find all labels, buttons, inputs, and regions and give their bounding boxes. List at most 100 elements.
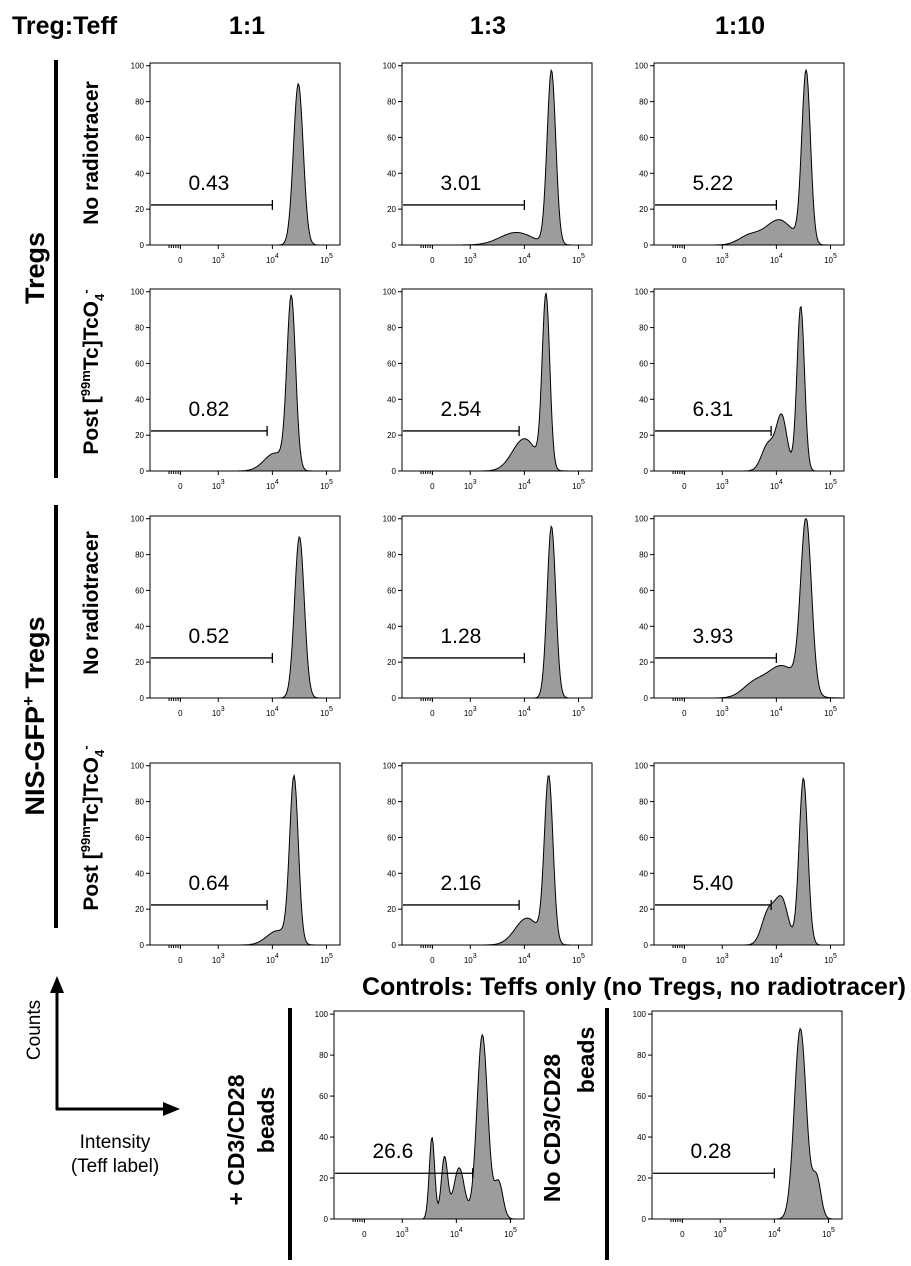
histogram-panel: 0 20 40 60 80 100 0 103 104 105 0.82 bbox=[131, 288, 341, 491]
y-tick-label: 60 bbox=[639, 133, 648, 142]
plot-frame bbox=[653, 762, 845, 946]
histogram-area bbox=[684, 517, 844, 699]
histogram-panel: 0 20 40 60 80 100 0 103 104 105 5.22 bbox=[635, 62, 845, 265]
x-tick-label: 103 bbox=[464, 953, 477, 965]
y-tick-label: 20 bbox=[639, 431, 648, 440]
post-prefix: Post [ bbox=[80, 396, 103, 454]
histogram-area bbox=[684, 69, 844, 246]
y-tick-label: 100 bbox=[635, 62, 649, 71]
y-tick-label: 60 bbox=[637, 1092, 646, 1101]
x-tick-label: 0 bbox=[178, 956, 183, 965]
x-tick-label: 104 bbox=[518, 253, 531, 265]
y-tick-label: 40 bbox=[387, 395, 396, 404]
y-tick-label: 0 bbox=[392, 694, 397, 703]
y-tick-label: 80 bbox=[637, 1051, 646, 1060]
y-tick-label: 40 bbox=[639, 622, 648, 631]
gate-value: 5.40 bbox=[692, 872, 733, 895]
y-tick-label: 40 bbox=[319, 1133, 328, 1142]
x-tick-label: 103 bbox=[464, 253, 477, 265]
y-tick-label: 20 bbox=[639, 658, 648, 667]
histogram-area bbox=[180, 82, 340, 246]
gate-value: 6.31 bbox=[692, 398, 733, 421]
gate-value: 0.82 bbox=[188, 398, 229, 421]
post-sup: 99m bbox=[78, 370, 93, 396]
controls-title: Controls: Teffs only (no Tregs, no radio… bbox=[362, 973, 906, 1001]
x-tick-label: 104 bbox=[266, 706, 279, 718]
histogram-area bbox=[432, 524, 592, 699]
histogram-area bbox=[180, 535, 340, 699]
x-tick-label: 0 bbox=[430, 956, 435, 965]
y-tick-label: 40 bbox=[639, 395, 648, 404]
x-tick-label: 103 bbox=[212, 706, 225, 718]
row-label-nis-no-radiotracer: No radiotracer bbox=[80, 531, 103, 675]
row-label-tregs-no-radiotracer: No radiotracer bbox=[80, 81, 103, 225]
y-tick-label: 20 bbox=[387, 905, 396, 914]
x-tick-label: 105 bbox=[824, 953, 837, 965]
histogram-panel: 0 20 40 60 80 100 0 103 104 105 3.01 bbox=[383, 62, 593, 265]
x-tick-label: 105 bbox=[824, 706, 837, 718]
y-tick-label: 20 bbox=[387, 205, 396, 214]
y-tick-label: 40 bbox=[387, 869, 396, 878]
column-header-1-3: 1:3 bbox=[470, 12, 506, 40]
y-tick-label: 100 bbox=[635, 288, 649, 297]
y-tick-label: 0 bbox=[140, 467, 145, 476]
y-tick-label: 60 bbox=[639, 586, 648, 595]
y-tick-label: 40 bbox=[639, 169, 648, 178]
y-tick-label: 80 bbox=[319, 1051, 328, 1060]
post-sup: 99m bbox=[78, 826, 93, 852]
x-tick-label: 105 bbox=[572, 253, 585, 265]
x-tick-label: 105 bbox=[572, 706, 585, 718]
x-tick-label: 103 bbox=[396, 1227, 409, 1239]
plot-frame bbox=[149, 762, 341, 946]
y-tick-label: 80 bbox=[135, 98, 144, 107]
histogram-panel: 0 20 40 60 80 100 0 103 104 105 26.6 bbox=[315, 1010, 525, 1239]
y-tick-label: 60 bbox=[135, 833, 144, 842]
y-tick-label: 100 bbox=[383, 515, 397, 524]
legend-x-arrow-icon bbox=[163, 1102, 180, 1116]
x-tick-label: 0 bbox=[682, 709, 687, 718]
y-tick-label: 100 bbox=[635, 762, 649, 771]
histogram-area bbox=[684, 777, 844, 946]
y-tick-label: 20 bbox=[135, 205, 144, 214]
control-label-right-line1: No CD3/CD28 bbox=[539, 1054, 565, 1202]
y-tick-label: 40 bbox=[135, 869, 144, 878]
histogram-panel: 0 20 40 60 80 100 0 103 104 105 0.28 bbox=[633, 1010, 843, 1239]
y-tick-label: 40 bbox=[135, 622, 144, 631]
post-charge: - bbox=[78, 289, 93, 293]
post-charge: - bbox=[78, 745, 93, 749]
x-tick-label: 103 bbox=[464, 706, 477, 718]
y-tick-label: 0 bbox=[392, 467, 397, 476]
x-tick-label: 104 bbox=[768, 1227, 781, 1239]
y-tick-label: 60 bbox=[387, 833, 396, 842]
column-header-1-1: 1:1 bbox=[229, 12, 265, 40]
x-tick-label: 103 bbox=[212, 479, 225, 491]
group-label-nis-gfp-main: NIS-GFP bbox=[20, 706, 50, 816]
row-label-nis-post: Post [99mTc]TcO4- bbox=[78, 745, 107, 910]
x-tick-label: 0 bbox=[682, 956, 687, 965]
x-tick-label: 103 bbox=[212, 953, 225, 965]
histogram-panel: 0 20 40 60 80 100 0 103 104 105 6.31 bbox=[635, 288, 845, 491]
histogram-area bbox=[180, 773, 340, 946]
legend-y-arrow-icon bbox=[50, 976, 64, 993]
x-tick-label: 0 bbox=[430, 256, 435, 265]
plot-frame bbox=[653, 62, 845, 246]
post-prefix: Post [ bbox=[80, 852, 103, 910]
y-tick-label: 100 bbox=[383, 288, 397, 297]
y-tick-label: 20 bbox=[319, 1174, 328, 1183]
x-tick-label: 0 bbox=[430, 482, 435, 491]
x-tick-label: 0 bbox=[178, 256, 183, 265]
histogram-area bbox=[432, 68, 592, 246]
legend-x-label-line1: Intensity bbox=[80, 1132, 151, 1153]
gate-value: 26.6 bbox=[372, 1140, 413, 1163]
group-label-nis-gfp-sup: + bbox=[19, 696, 38, 706]
y-tick-label: 80 bbox=[639, 324, 648, 333]
x-tick-label: 103 bbox=[716, 479, 729, 491]
plot-frame bbox=[149, 515, 341, 699]
group-label-nis-gfp-tregs: NIS-GFP+ Tregs bbox=[19, 617, 50, 816]
y-tick-label: 40 bbox=[135, 395, 144, 404]
x-tick-label: 104 bbox=[518, 953, 531, 965]
control-label-left-line1: + CD3/CD28 bbox=[223, 1074, 249, 1205]
x-tick-label: 105 bbox=[320, 953, 333, 965]
y-tick-label: 0 bbox=[140, 241, 145, 250]
gate-value: 2.54 bbox=[440, 398, 481, 421]
